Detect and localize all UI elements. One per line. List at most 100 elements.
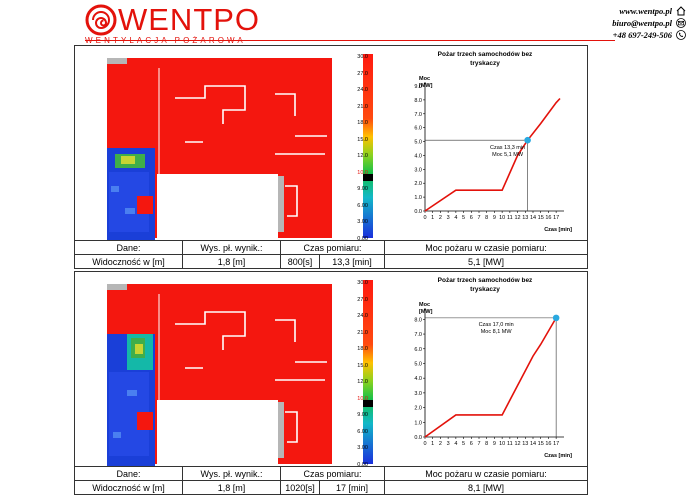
x-tick-label: 9 [493, 215, 496, 221]
annotation-power: Moc 8,1 MW [481, 329, 513, 335]
visibility-color-scale-1 [363, 54, 373, 238]
phone-number[interactable]: +48 697-249-506 [612, 30, 672, 40]
scale-label: 3.00 [357, 219, 368, 226]
x-tick-label: 10 [499, 441, 505, 447]
value-czas-min: 13,3 [min] [319, 254, 385, 269]
y-tick-label: 0.0 [414, 209, 422, 215]
scale-label: 12.0 [357, 379, 368, 386]
x-tick-label: 3 [447, 441, 450, 447]
x-tick-label: 5 [462, 215, 465, 221]
visibility-map [75, 272, 385, 466]
scale-label: 27.0 [357, 296, 368, 303]
scale-label: 9.00 [357, 186, 368, 193]
phone-row[interactable]: +48 697-249-506 [506, 29, 686, 41]
y-tick-label: 8.0 [414, 98, 422, 104]
value-dane: Widoczność w [m] [74, 254, 183, 269]
scale-label: 30.0 [357, 54, 368, 60]
x-tick-label: 2 [439, 441, 442, 447]
y-tick-label: 4.0 [414, 153, 422, 159]
chart-title: Pożar trzech samochodów bez [438, 277, 533, 284]
annotation-time: Czas 17,0 min [479, 322, 514, 328]
power-chart-1: Pożar trzech samochodów bez tryskaczy Moc[… [414, 51, 572, 233]
header-wys: Wys. pł. wynik.: [182, 240, 281, 255]
x-tick-label: 2 [439, 215, 442, 221]
scale-label: 10.0 [357, 395, 368, 402]
value-czas-min: 17 [min] [319, 480, 385, 495]
x-tick-label: 1 [431, 441, 434, 447]
scale-label: 0.00 [357, 236, 368, 242]
x-tick-label: 8 [485, 441, 488, 447]
scale-label: 24.0 [357, 87, 368, 94]
visibility-color-scale-2 [363, 280, 373, 464]
header-moc: Moc pożaru w czasie pomiaru: [384, 240, 588, 255]
results-panel-1: 30.0 27.0 24.0 21.0 18.0 15.0 12.0 10.0 9.00 6.00… [74, 45, 588, 269]
scale-label: 15.0 [357, 136, 368, 143]
measurement-marker [552, 314, 560, 322]
x-tick-label: 12 [515, 441, 521, 447]
scale-label: 24.0 [357, 313, 368, 320]
power-chart-cell-1: Pożar trzech samochodów bez tryskaczy Moc[… [384, 45, 588, 241]
chart-title: tryskaczy [470, 286, 500, 293]
value-czas-s: 800[s] [280, 254, 320, 269]
scale-label: 6.00 [357, 428, 368, 435]
scale-label: 30.0 [357, 280, 368, 286]
scale-labels-2: 30.0 27.0 24.0 21.0 18.0 15.0 12.0 10.0 9.00 6.00… [348, 274, 368, 468]
x-tick-label: 4 [454, 215, 457, 221]
contact-block: www.wentpo.pl biuro@wentpo.pl +48 697-24… [506, 5, 686, 41]
header-dane: Dane: [74, 466, 183, 481]
value-dane: Widoczność w [m] [74, 480, 183, 495]
x-tick-label: 16 [545, 441, 551, 447]
x-tick-label: 17 [553, 215, 559, 221]
email-row[interactable]: biuro@wentpo.pl [506, 17, 686, 29]
scale-label: 15.0 [357, 362, 368, 369]
visibility-simulation-cell: 30.0 27.0 24.0 21.0 18.0 15.0 12.0 10.0 9.00 6.00… [74, 45, 385, 242]
scale-labels-1: 30.0 27.0 24.0 21.0 18.0 15.0 12.0 10.0 9.00 6.00… [348, 48, 368, 242]
x-tick-label: 4 [454, 441, 457, 447]
x-tick-label: 9 [493, 441, 496, 447]
visibility-map [75, 46, 385, 240]
y-tick-label: 5.0 [414, 140, 422, 146]
value-czas-s: 1020[s] [280, 480, 320, 495]
x-tick-label: 13 [522, 215, 528, 221]
email-link[interactable]: biuro@wentpo.pl [612, 18, 672, 28]
power-series-line [424, 97, 561, 212]
x-tick-label: 7 [477, 441, 480, 447]
value-wys: 1,8 [m] [182, 254, 281, 269]
scale-label: 10.0 [357, 169, 368, 176]
website-row[interactable]: www.wentpo.pl [506, 5, 686, 17]
scale-label: 21.0 [357, 329, 368, 336]
x-axis-label: Czas [min] [544, 453, 572, 459]
chart-title: Pożar trzech samochodów bez [438, 51, 533, 58]
y-tick-label: 7.0 [414, 112, 422, 118]
envelope-icon [676, 18, 686, 28]
x-axis-label: Czas [min] [544, 227, 572, 233]
power-chart-2: Pożar trzech samochodów bez tryskaczy Moc[… [414, 277, 572, 459]
scale-label: 18.0 [357, 346, 368, 353]
x-tick-label: 7 [477, 215, 480, 221]
y-tick-label: 9.0 [414, 84, 422, 90]
x-tick-label: 3 [447, 215, 450, 221]
value-wys: 1,8 [m] [182, 480, 281, 495]
x-tick-label: 6 [470, 441, 473, 447]
header-dane: Dane: [74, 240, 183, 255]
scale-label: 3.00 [357, 445, 368, 452]
x-tick-label: 11 [507, 441, 513, 447]
annotation-power: Moc 5,1 MW [492, 152, 524, 158]
x-tick-label: 14 [530, 215, 536, 221]
header-moc: Moc pożaru w czasie pomiaru: [384, 466, 588, 481]
scale-label: 6.00 [357, 202, 368, 209]
header-czas: Czas pomiaru: [280, 466, 385, 481]
x-tick-label: 5 [462, 441, 465, 447]
website-link[interactable]: www.wentpo.pl [619, 6, 672, 16]
y-tick-label: 8.0 [414, 317, 422, 323]
chart-title: tryskaczy [470, 60, 500, 67]
y-tick-label: 1.0 [414, 420, 422, 426]
header-czas: Czas pomiaru: [280, 240, 385, 255]
results-table-2: 30.0 27.0 24.0 21.0 18.0 15.0 12.0 10.0 9.00 6.00… [74, 271, 588, 495]
y-tick-label: 2.0 [414, 181, 422, 187]
y-tick-label: 3.0 [414, 167, 422, 173]
y-axis-label: [MW] [419, 309, 433, 315]
scale-label: 0.00 [357, 462, 368, 468]
scale-label: 27.0 [357, 70, 368, 77]
x-tick-label: 11 [507, 215, 513, 221]
